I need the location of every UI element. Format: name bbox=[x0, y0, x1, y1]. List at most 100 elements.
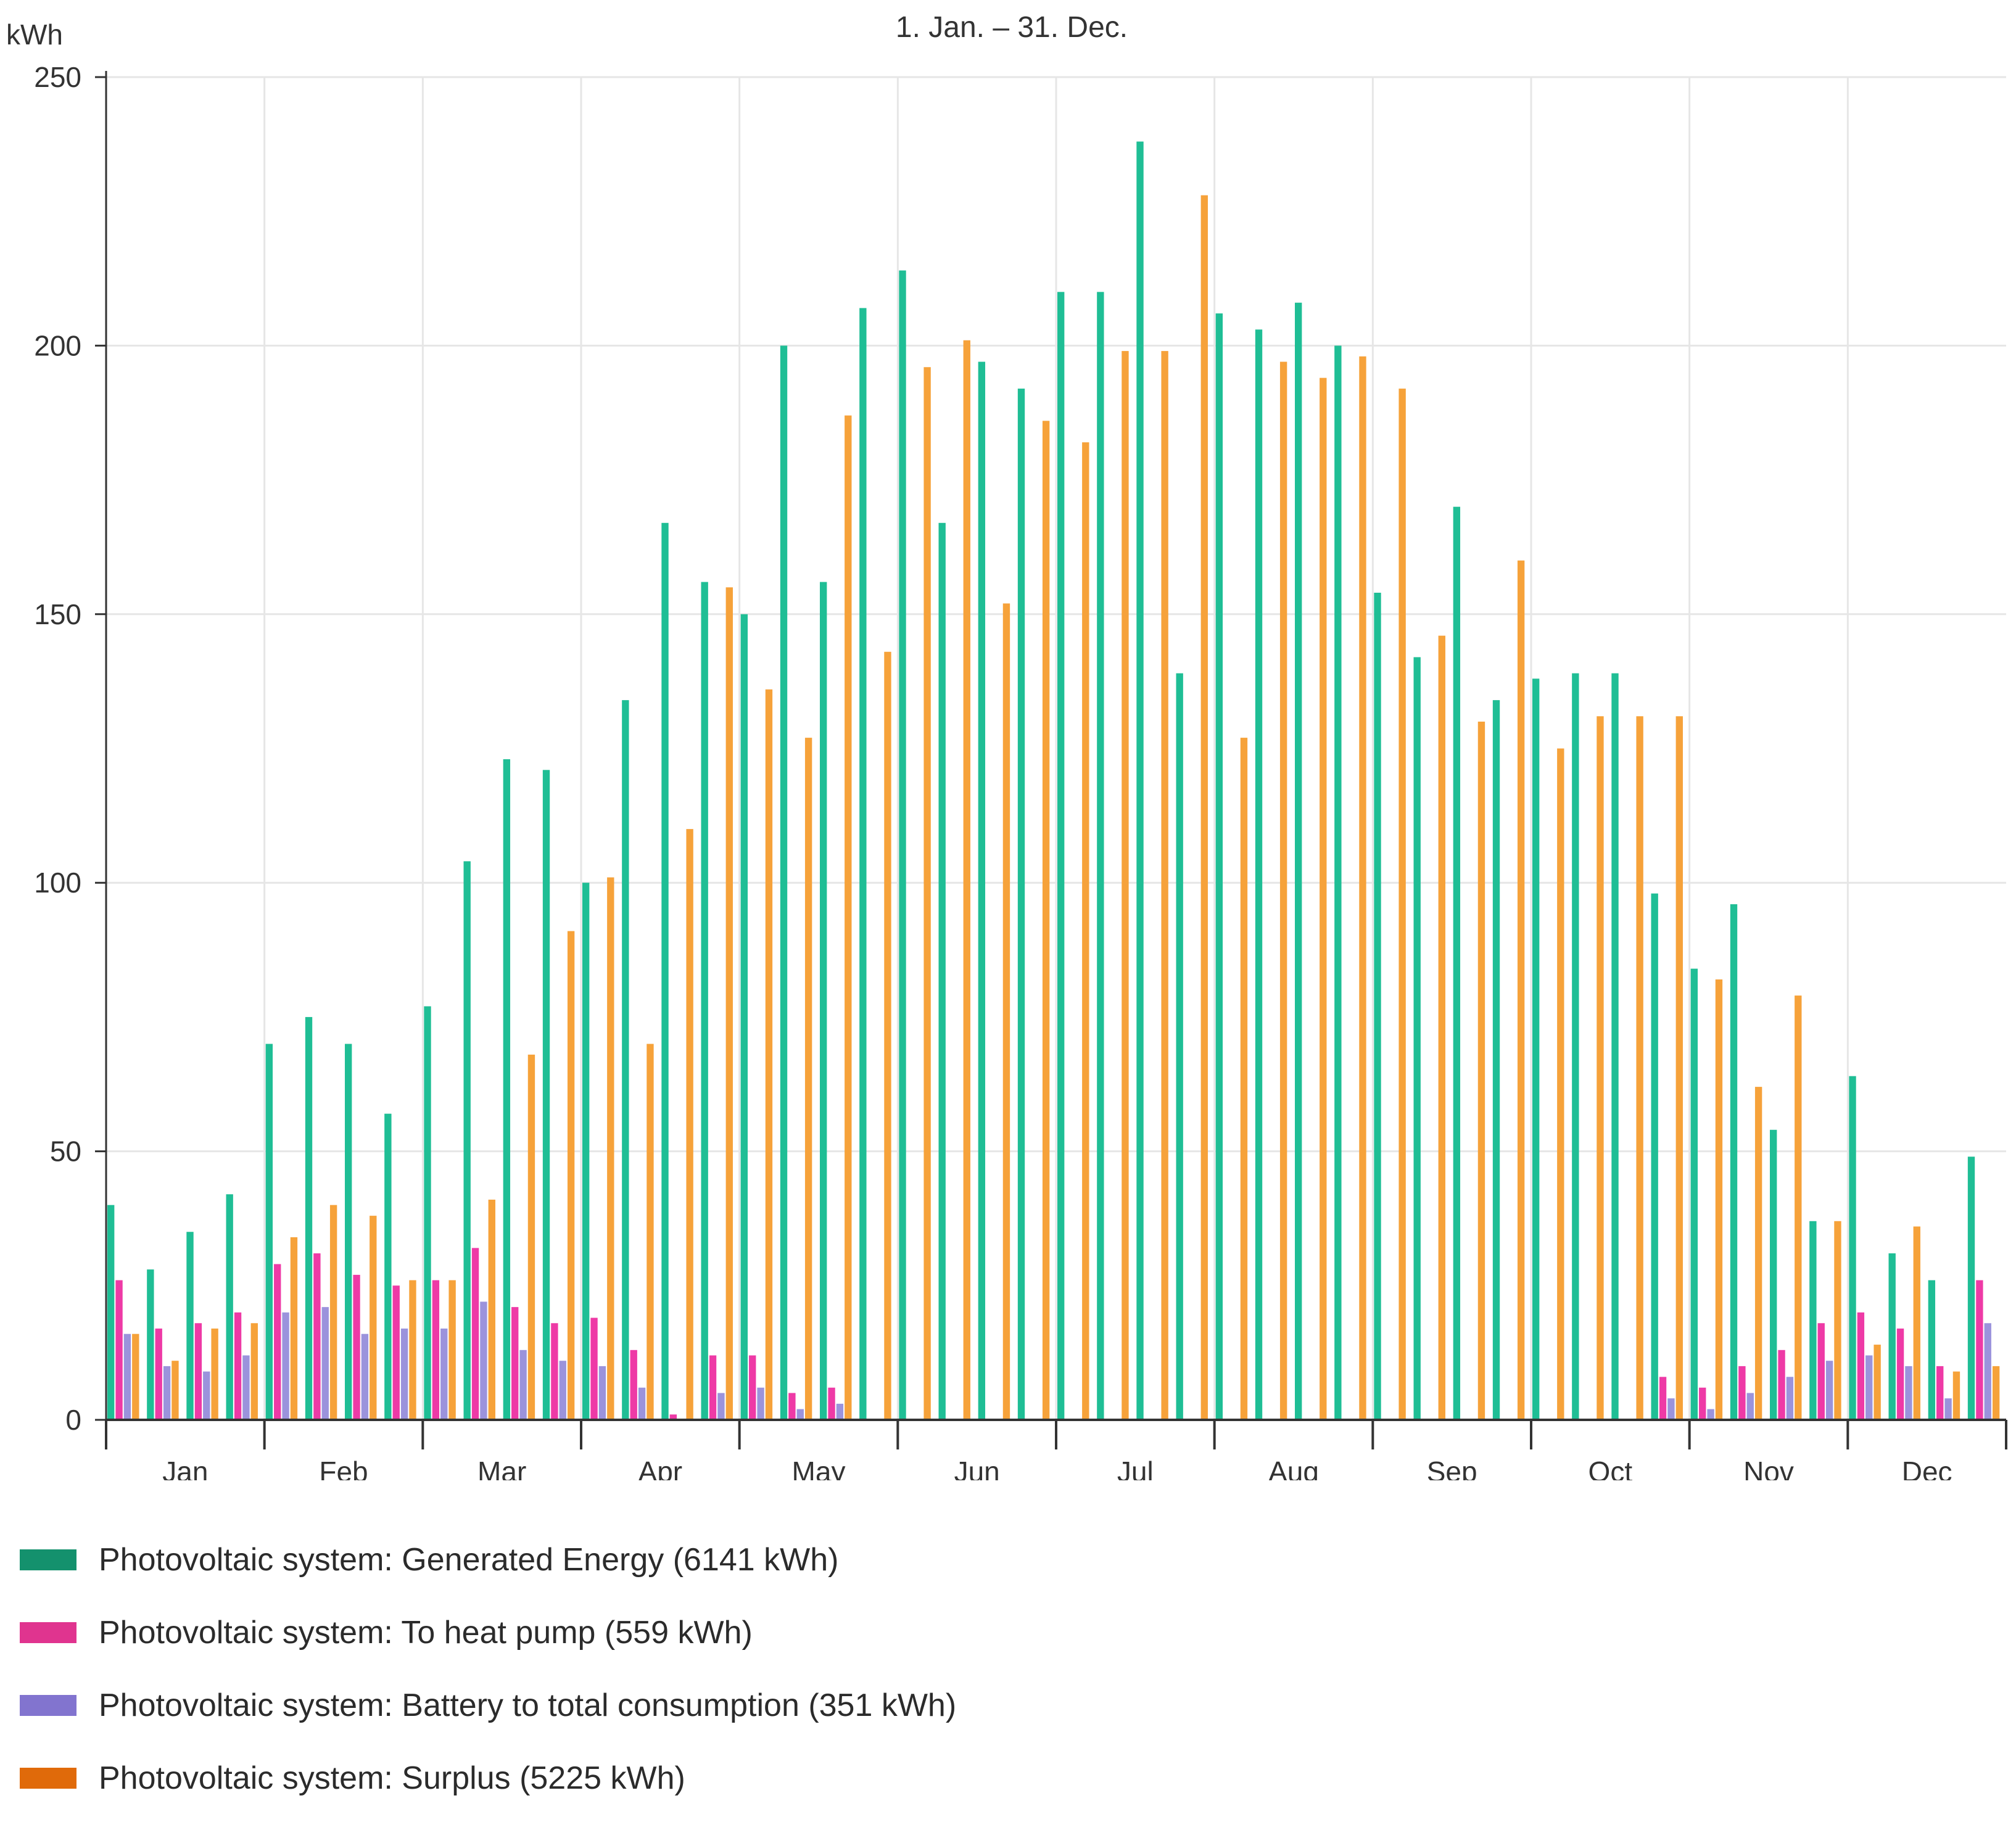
bar bbox=[740, 614, 748, 1420]
bar bbox=[463, 861, 471, 1420]
bar bbox=[1413, 657, 1421, 1420]
bar bbox=[780, 345, 788, 1420]
bar bbox=[519, 1350, 527, 1420]
bar bbox=[1913, 1226, 1920, 1420]
bar bbox=[590, 1317, 598, 1420]
bar bbox=[1057, 292, 1065, 1420]
bar bbox=[669, 1414, 677, 1420]
bar bbox=[1699, 1387, 1706, 1420]
x-tick-label: Sep bbox=[1427, 1456, 1477, 1480]
y-tick-label: 0 bbox=[65, 1404, 81, 1436]
bar bbox=[1849, 1076, 1856, 1420]
bar bbox=[796, 1409, 804, 1420]
bar bbox=[132, 1334, 139, 1420]
legend-label: Photovoltaic system: Generated Energy (6… bbox=[99, 1542, 839, 1578]
grid bbox=[106, 76, 2006, 1420]
bar bbox=[559, 1361, 566, 1420]
bar bbox=[598, 1366, 606, 1420]
bar bbox=[370, 1216, 377, 1420]
bar bbox=[1659, 1377, 1667, 1420]
bar bbox=[361, 1334, 369, 1420]
y-tick-label: 50 bbox=[50, 1136, 81, 1168]
bar bbox=[1279, 361, 1287, 1420]
legend-item: Photovoltaic system: To heat pump (559 k… bbox=[20, 1596, 956, 1669]
bar bbox=[282, 1312, 289, 1420]
bar bbox=[1215, 313, 1223, 1420]
bar bbox=[234, 1312, 242, 1420]
bar bbox=[978, 361, 986, 1420]
bar bbox=[1834, 1221, 1841, 1420]
bar bbox=[1967, 1156, 1975, 1420]
bar bbox=[1675, 716, 1683, 1420]
bar bbox=[471, 1248, 479, 1420]
bar bbox=[1636, 716, 1643, 1420]
bar bbox=[1770, 1129, 1777, 1420]
bar bbox=[757, 1387, 764, 1420]
bar bbox=[788, 1393, 796, 1420]
legend-swatch bbox=[20, 1695, 76, 1716]
legend-item: Photovoltaic system: Battery to total co… bbox=[20, 1669, 956, 1742]
bar bbox=[1176, 673, 1183, 1420]
bar bbox=[725, 587, 733, 1420]
bar bbox=[1944, 1398, 1952, 1420]
bar bbox=[938, 522, 946, 1420]
bar bbox=[1572, 673, 1579, 1420]
bar bbox=[1097, 292, 1104, 1420]
bar bbox=[1825, 1361, 1833, 1420]
bar bbox=[211, 1328, 218, 1420]
bar bbox=[1809, 1221, 1817, 1420]
bar bbox=[1730, 904, 1738, 1420]
y-tick-label: 200 bbox=[34, 329, 81, 361]
bar bbox=[1667, 1398, 1675, 1420]
bar bbox=[1651, 893, 1658, 1420]
bar bbox=[1928, 1280, 1936, 1420]
legend-label: Photovoltaic system: To heat pump (559 k… bbox=[99, 1615, 753, 1651]
bar bbox=[749, 1355, 756, 1420]
bar bbox=[1492, 700, 1500, 1420]
x-tick-label: Oct bbox=[1588, 1456, 1633, 1480]
bar bbox=[313, 1253, 321, 1420]
x-tick-label: Dec bbox=[1902, 1456, 1952, 1480]
bar bbox=[440, 1328, 448, 1420]
bar bbox=[828, 1387, 835, 1420]
bar bbox=[1017, 389, 1025, 1420]
bar bbox=[1002, 603, 1010, 1420]
bar bbox=[899, 270, 906, 1420]
bar bbox=[1557, 748, 1564, 1420]
bar bbox=[1857, 1312, 1865, 1420]
bar bbox=[115, 1280, 123, 1420]
bar bbox=[1984, 1323, 1991, 1420]
bar bbox=[1817, 1323, 1825, 1420]
bar bbox=[1161, 351, 1168, 1420]
x-tick-label: Jun bbox=[954, 1456, 1000, 1480]
bar bbox=[1255, 329, 1263, 1420]
bar bbox=[1754, 1087, 1762, 1420]
bar bbox=[1786, 1377, 1794, 1420]
bar bbox=[923, 367, 931, 1420]
bar bbox=[1746, 1393, 1754, 1420]
bar bbox=[1992, 1366, 2000, 1420]
bar bbox=[765, 689, 773, 1420]
bar bbox=[845, 415, 852, 1420]
bar bbox=[1873, 1345, 1881, 1420]
bar bbox=[290, 1237, 298, 1420]
bar bbox=[582, 883, 590, 1420]
legend-item: Photovoltaic system: Generated Energy (6… bbox=[20, 1523, 956, 1596]
x-tick-label: Jul bbox=[1117, 1456, 1154, 1480]
bar bbox=[186, 1232, 194, 1420]
bar bbox=[607, 877, 614, 1420]
bar bbox=[1795, 996, 1802, 1420]
bar bbox=[305, 1016, 313, 1420]
bar bbox=[226, 1194, 233, 1420]
bar bbox=[1778, 1350, 1785, 1420]
bar bbox=[1438, 635, 1445, 1420]
legend-swatch bbox=[20, 1622, 76, 1643]
legend: Photovoltaic system: Generated Energy (6… bbox=[20, 1523, 956, 1815]
legend-label: Photovoltaic system: Surplus (5225 kWh) bbox=[99, 1760, 685, 1796]
bar bbox=[107, 1205, 115, 1420]
bar bbox=[171, 1361, 179, 1420]
bar bbox=[123, 1334, 131, 1420]
bar bbox=[1976, 1280, 1983, 1420]
x-tick-label: Feb bbox=[319, 1456, 368, 1480]
bar bbox=[1517, 560, 1525, 1420]
